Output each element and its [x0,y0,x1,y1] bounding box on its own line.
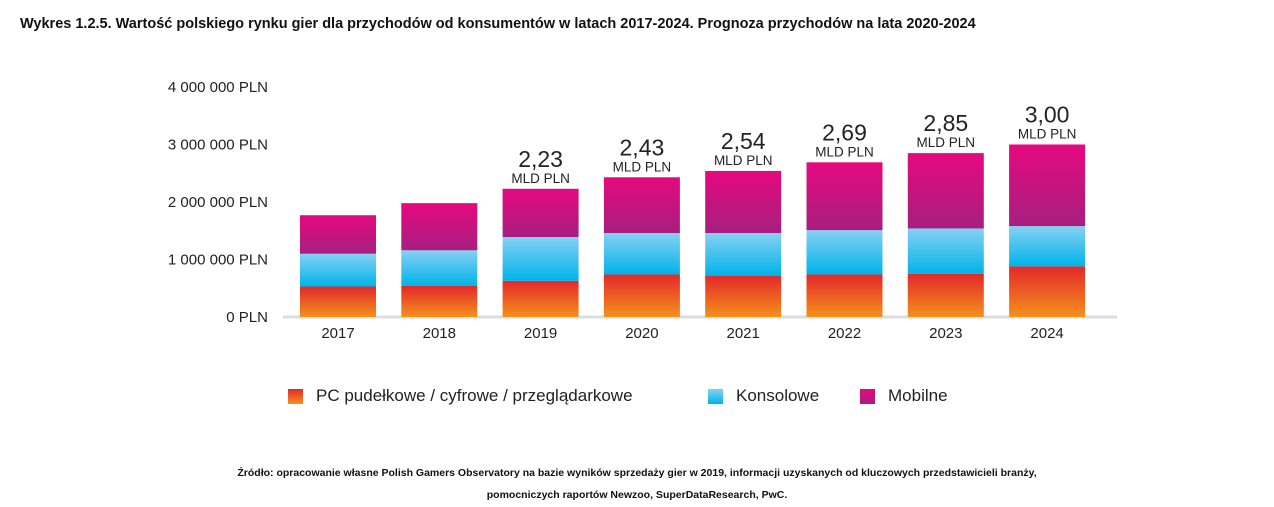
legend-swatch-pc [288,388,303,404]
bar-segment-mobilne [401,203,478,251]
bar-segment-konsolowe [401,250,478,286]
total-value-label: 2,69 [822,119,867,145]
bar-segment-pc [502,280,579,317]
legend-item-konsolowe: Konsolowe [708,386,819,406]
total-unit-label: MLD PLN [613,159,672,174]
y-tick-label: 0 PLN [226,309,268,326]
total-value-label: 2,85 [923,110,968,136]
x-tick-label: 2018 [423,325,456,342]
total-unit-label: MLD PLN [714,153,773,168]
legend-swatch-mobilne [860,388,875,404]
bar-segment-konsolowe [502,237,579,281]
y-tick-label: 1 000 000 PLN [168,252,268,269]
x-tick-label: 2019 [524,325,557,342]
legend-label: PC pudełkowe / cyfrowe / przeglądarkowe [316,386,633,405]
total-unit-label: MLD PLN [815,144,874,159]
bar-segment-mobilne [806,162,883,231]
x-tick-label: 2023 [929,325,962,342]
x-tick-label: 2020 [625,325,658,342]
bar-segment-pc [603,274,680,317]
bar-segment-pc [705,275,782,317]
bar-segment-pc [1009,266,1086,317]
y-tick-label: 3 000 000 PLN [168,137,268,154]
bar-segment-pc [806,274,883,317]
legend-label: Mobilne [888,386,948,405]
bar-segment-konsolowe [603,233,680,275]
x-tick-label: 2022 [828,325,861,342]
total-unit-label: MLD PLN [1018,127,1077,142]
legend-label: Konsolowe [736,386,820,405]
bar-segment-pc [300,286,376,317]
chart-title: Wykres 1.2.5. Wartość polskiego rynku gi… [20,16,976,32]
bar-segment-mobilne [300,215,376,254]
x-tick-label: 2021 [727,325,760,342]
x-tick-label: 2017 [321,325,354,342]
bar-segment-mobilne [1009,144,1086,227]
legend-item-mobilne: Mobilne [860,386,948,406]
y-tick-label: 2 000 000 PLN [168,194,268,211]
bar-segment-konsolowe [300,253,376,287]
bar-segment-konsolowe [907,228,984,274]
bar-segment-mobilne [603,177,680,234]
source-line-2: pomocniczych raportów Newzoo, SuperDataR… [486,489,788,501]
bar-segment-konsolowe [806,230,883,275]
bar-segment-konsolowe [1009,226,1086,267]
bar-segment-mobilne [705,170,782,234]
y-tick-label: 4 000 000 PLN [168,79,268,96]
total-unit-label: MLD PLN [917,135,976,150]
total-value-label: 2,43 [620,134,665,160]
legend-item-pc: PC pudełkowe / cyfrowe / przeglądarkowe [288,386,633,406]
total-value-label: 2,23 [518,146,563,172]
source-note: Źródło: opracowanie własne Polish Gamers… [0,462,1274,506]
bar-segment-mobilne [907,153,984,229]
legend-swatch-konsolowe [708,388,723,404]
bar-segment-pc [907,273,984,317]
bar-segment-mobilne [502,188,579,238]
bar-segment-pc [401,285,478,317]
x-tick-label: 2024 [1030,325,1063,342]
source-line-1: Źródło: opracowanie własne Polish Gamers… [237,467,1037,479]
total-value-label: 2,54 [721,128,766,154]
total-unit-label: MLD PLN [511,171,570,186]
stacked-bar-chart: 0 PLN 1 000 000 PLN 2 000 000 PLN 3 000 000… [168,79,1117,342]
bar-segment-konsolowe [705,233,782,276]
total-value-label: 3,00 [1025,102,1070,128]
